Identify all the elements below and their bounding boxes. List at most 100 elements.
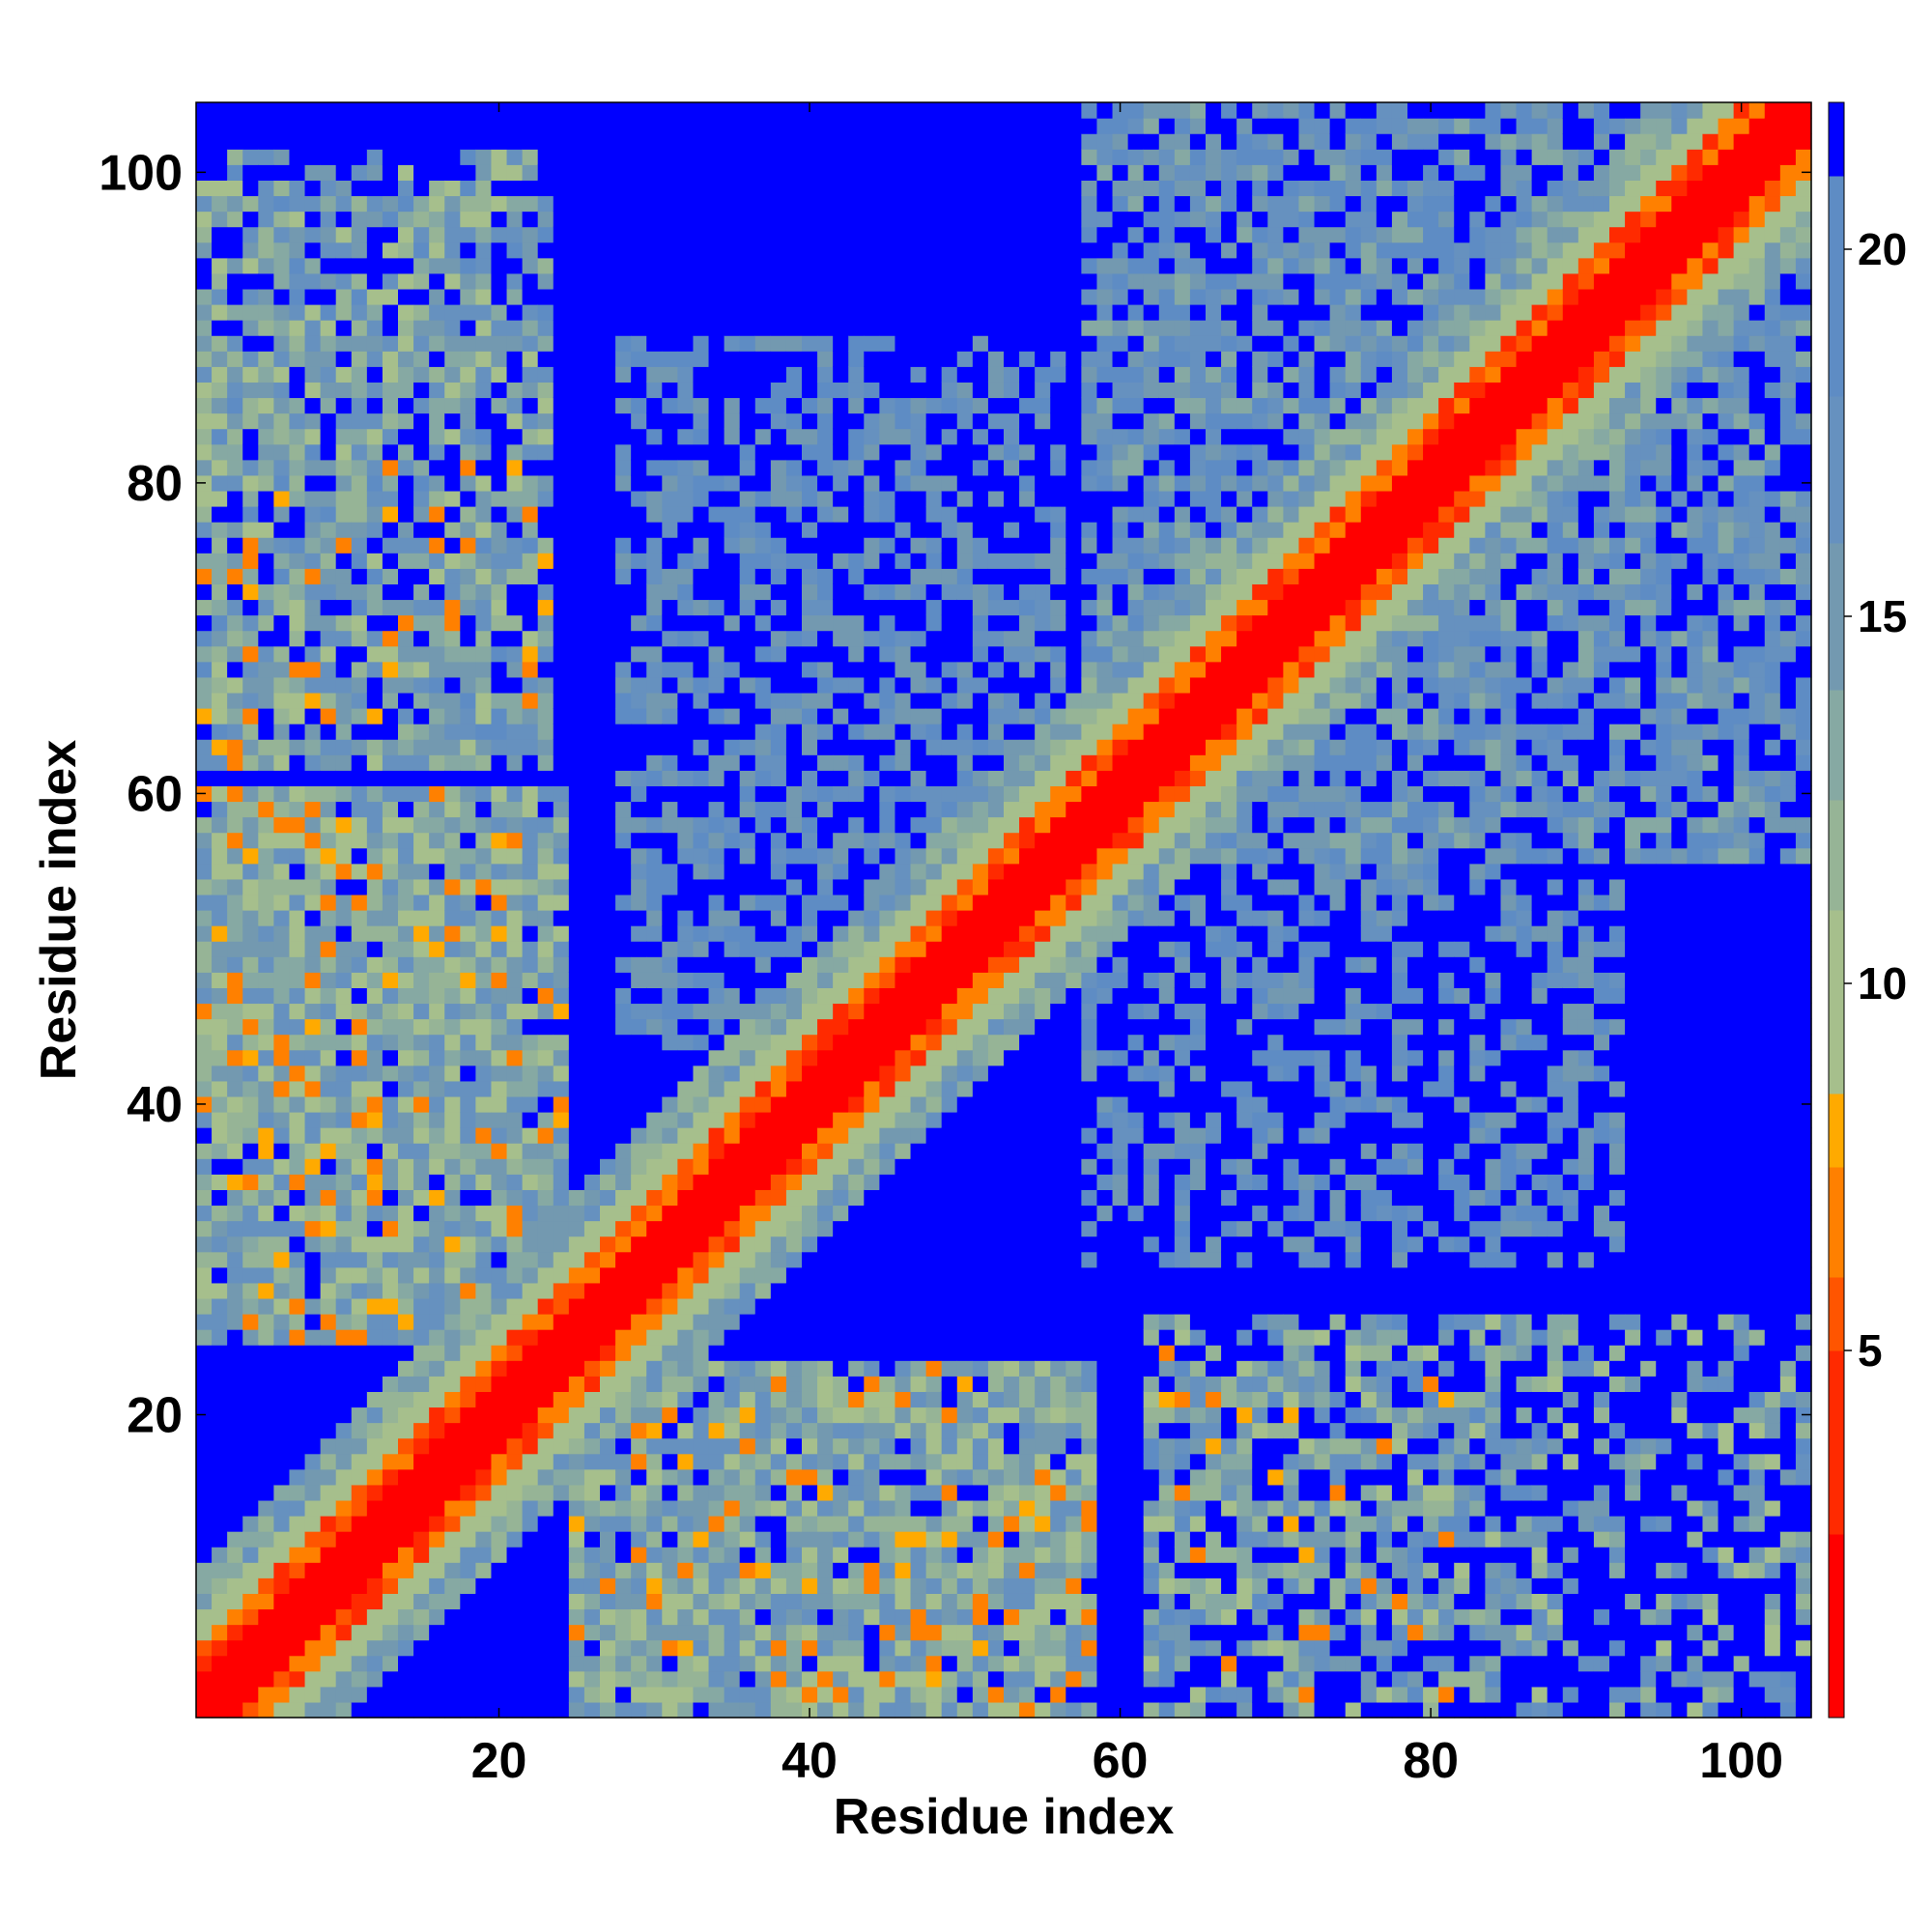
heatmap-cell: [631, 397, 647, 414]
heatmap-cell: [366, 242, 384, 259]
heatmap-cell: [444, 1562, 461, 1578]
heatmap-cell: [212, 1686, 228, 1703]
heatmap-cell: [817, 133, 834, 150]
heatmap-cell: [429, 102, 445, 119]
heatmap-cell: [413, 288, 430, 305]
heatmap-cell: [553, 537, 570, 554]
heatmap-cell: [817, 614, 834, 632]
heatmap-cell: [785, 506, 803, 523]
heatmap-cell: [848, 1468, 865, 1486]
heatmap-cell: [506, 1406, 524, 1424]
heatmap-cell: [351, 925, 368, 942]
heatmap-cell: [351, 1018, 368, 1036]
heatmap-cell: [864, 195, 880, 213]
heatmap-cell: [770, 1143, 787, 1159]
heatmap-cell: [833, 537, 849, 554]
heatmap-cell: [475, 1686, 493, 1703]
heatmap-cell: [802, 242, 818, 259]
heatmap-cell: [583, 972, 601, 988]
heatmap-cell: [739, 490, 756, 507]
heatmap-cell: [335, 724, 353, 740]
heatmap-cell: [475, 1701, 493, 1719]
heatmap-cell: [662, 1468, 678, 1486]
heatmap-cell: [802, 1499, 818, 1517]
heatmap-cell: [413, 1593, 430, 1610]
heatmap-cell: [537, 910, 554, 926]
heatmap-cell: [366, 1639, 384, 1657]
heatmap-cell: [600, 1345, 616, 1361]
heatmap-cell: [553, 1391, 570, 1408]
heatmap-cell: [444, 676, 461, 694]
heatmap-cell: [615, 785, 632, 803]
heatmap-cell: [600, 1593, 616, 1610]
heatmap-cell: [429, 1127, 445, 1144]
heatmap-cell: [910, 583, 927, 601]
heatmap-cell: [693, 1034, 710, 1051]
heatmap-cell: [382, 1158, 399, 1175]
heatmap-cell: [910, 1360, 927, 1377]
heatmap-cell: [879, 180, 896, 197]
heatmap-cell: [864, 972, 880, 988]
heatmap-cell: [770, 428, 787, 445]
heatmap-cell: [833, 583, 849, 601]
heatmap-cell: [335, 1516, 353, 1532]
heatmap-cell: [429, 1376, 445, 1392]
heatmap-cell: [739, 149, 756, 165]
heatmap-cell: [910, 490, 927, 507]
heatmap-cell: [754, 1562, 772, 1578]
heatmap-cell: [242, 1205, 259, 1222]
heatmap-cell: [568, 1547, 585, 1563]
heatmap-cell: [693, 1065, 710, 1082]
heatmap-cell: [864, 1034, 880, 1051]
heatmap-cell: [413, 1049, 430, 1066]
heatmap-cell: [506, 739, 524, 755]
heatmap-cell: [491, 1205, 508, 1222]
heatmap-cell: [289, 1577, 306, 1594]
heatmap-cell: [258, 133, 274, 150]
heatmap-cell: [848, 1484, 865, 1501]
heatmap-cell: [304, 1624, 322, 1641]
heatmap-cell: [258, 1562, 274, 1578]
heatmap-cell: [770, 1236, 787, 1253]
heatmap-cell: [460, 1065, 476, 1082]
heatmap-cell: [925, 459, 943, 476]
heatmap-cell: [864, 553, 880, 569]
heatmap-cell: [724, 1236, 741, 1253]
heatmap-cell: [568, 459, 585, 476]
heatmap-cell: [770, 1112, 787, 1128]
heatmap-cell: [739, 801, 756, 818]
heatmap-cell: [553, 692, 570, 709]
heatmap-cell: [708, 288, 725, 305]
heatmap-cell: [864, 304, 880, 321]
heatmap-cell: [848, 412, 865, 430]
heatmap-cell: [413, 1112, 430, 1128]
heatmap-cell: [662, 1376, 678, 1392]
heatmap-cell: [413, 1391, 430, 1408]
heatmap-cell: [366, 1189, 384, 1207]
heatmap-cell: [273, 180, 291, 197]
heatmap-cell: [895, 754, 912, 771]
heatmap-cell: [475, 1189, 493, 1207]
heatmap-cell: [754, 149, 772, 165]
heatmap-cell: [444, 1143, 461, 1159]
heatmap-cell: [864, 1422, 880, 1439]
heatmap-cell: [366, 382, 384, 399]
heatmap-cell: [289, 1112, 306, 1128]
heatmap-cell: [304, 149, 322, 165]
heatmap-cell: [879, 164, 896, 181]
heatmap-cell: [615, 1499, 632, 1517]
heatmap-cell: [646, 1095, 663, 1113]
heatmap-cell: [568, 553, 585, 569]
heatmap-cell: [848, 1406, 865, 1424]
heatmap-cell: [320, 1095, 337, 1113]
heatmap-cell: [398, 1391, 414, 1408]
heatmap-cell: [662, 925, 678, 942]
heatmap-cell: [398, 1531, 414, 1548]
heatmap-cell: [366, 1080, 384, 1097]
heatmap-cell: [212, 1065, 228, 1082]
heatmap-cell: [413, 583, 430, 601]
heatmap-cell: [677, 1562, 695, 1578]
heatmap-cell: [429, 1391, 445, 1408]
heatmap-cell: [910, 164, 927, 181]
heatmap-cell: [212, 645, 228, 663]
